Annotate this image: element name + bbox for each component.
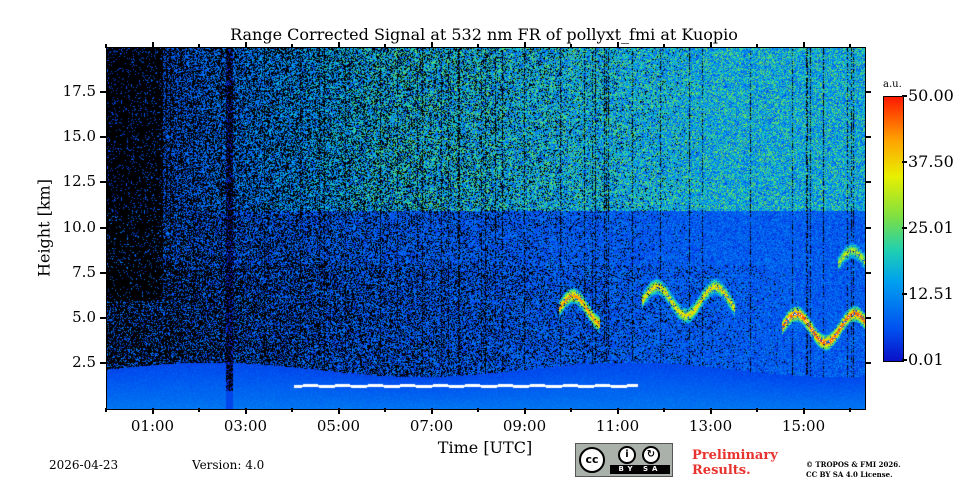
y-tick-left [100,361,106,364]
x-minor-tick-top [570,44,573,48]
y-tick-right [865,136,871,139]
x-minor-tick-top [756,44,759,48]
y-tick-label: 5.0 [72,307,96,326]
copyright-line-2: CC BY SA 4.0 License. [806,470,893,479]
preliminary-line-1: Preliminary [692,448,778,463]
x-tick-bottom [802,408,805,414]
x-minor-tick-bottom [570,408,573,412]
share-alike-icon: ↻ [642,446,660,464]
x-tick-label: 09:00 [502,417,547,435]
x-minor-tick-bottom [198,408,200,412]
y-tick-label: 17.5 [62,82,96,101]
cc-icon: cc [579,447,605,473]
y-tick-right [865,271,871,274]
x-minor-tick-top [291,44,293,48]
x-tick-bottom [244,408,247,414]
license-strip: BY SA [610,465,670,474]
x-tick-top [337,42,340,48]
y-tick-left [100,226,106,229]
chart-title: Range Corrected Signal at 532 nm FR of p… [230,25,738,44]
x-tick-bottom [523,408,526,414]
copyright-line-1: © TROPOS & FMI 2026. [806,460,901,469]
x-tick-top [430,42,433,48]
colorbar-tick-label: 25.01 [908,217,954,237]
x-minor-tick-bottom [849,408,852,412]
license-sa-text: SA [643,465,662,473]
x-tick-top [151,42,154,48]
x-minor-tick-bottom [291,408,293,412]
y-tick-label: 7.5 [72,262,96,281]
footer-version: Version: 4.0 [192,458,265,472]
x-tick-bottom [616,408,619,414]
y-tick-left [100,271,106,274]
range-corrected-signal-heatmap [107,48,865,409]
y-tick-right [865,91,871,94]
x-tick-top [802,42,805,48]
x-tick-label: 07:00 [409,417,454,435]
colorbar-unit: a.u. [883,79,902,90]
colorbar-tick [902,359,907,361]
x-tick-label: 05:00 [316,417,361,435]
x-tick-label: 11:00 [595,417,640,435]
x-minor-tick-bottom [663,408,666,412]
x-minor-tick-top [477,44,480,48]
x-tick-bottom [151,408,154,414]
x-minor-tick-top [105,44,107,48]
colorbar [883,96,904,362]
license-by-text: BY [618,465,637,473]
preliminary-line-2: Results. [692,463,751,478]
attribution-icon: i [618,446,636,464]
y-tick-label: 2.5 [72,352,96,371]
x-tick-label: 03:00 [223,417,268,435]
y-tick-right [865,361,871,364]
y-tick-left [100,181,106,184]
cc-by-sa-license-badge[interactable]: cc i ↻ BY SA [575,443,673,477]
x-tick-top [709,42,712,48]
x-tick-bottom [709,408,712,414]
x-minor-tick-bottom [105,408,107,412]
y-tick-label: 15.0 [62,127,96,146]
y-tick-right [865,181,871,184]
y-tick-right [865,226,871,229]
colorbar-tick [902,226,907,229]
x-tick-label: 01:00 [130,417,175,435]
y-tick-label: 10.0 [62,217,96,236]
y-tick-label: 12.5 [62,172,96,191]
colorbar-tick-label: 12.51 [908,283,954,303]
x-minor-tick-bottom [477,408,480,412]
x-tick-top [616,42,619,48]
x-tick-label: 15:00 [781,417,826,435]
x-tick-bottom [430,408,433,414]
x-tick-label: 13:00 [688,417,733,435]
x-tick-top [523,42,526,48]
x-minor-tick-top [663,44,666,48]
y-tick-left [100,316,106,319]
x-minor-tick-top [384,44,387,48]
x-minor-tick-top [849,44,852,48]
preliminary-notice: Preliminary Results. [692,448,778,478]
colorbar-tick [902,292,907,295]
x-minor-tick-bottom [756,408,759,412]
x-minor-tick-bottom [384,408,387,412]
x-tick-top [244,42,247,48]
colorbar-tick-label: 37.50 [908,152,954,171]
x-tick-bottom [337,408,340,414]
colorbar-tick-label: 50.00 [908,86,954,105]
y-tick-left [100,136,106,139]
plot-area [106,47,866,410]
y-tick-left [100,91,106,94]
colorbar-tick [902,95,907,97]
x-minor-tick-top [198,44,200,48]
colorbar-tick [902,161,907,163]
footer-date: 2026-04-23 [49,458,119,472]
colorbar-tick-label: 0.01 [908,350,944,369]
y-tick-right [865,316,871,319]
copyright-notice: © TROPOS & FMI 2026. CC BY SA 4.0 Licens… [806,460,901,480]
x-axis-label: Time [UTC] [437,438,533,457]
